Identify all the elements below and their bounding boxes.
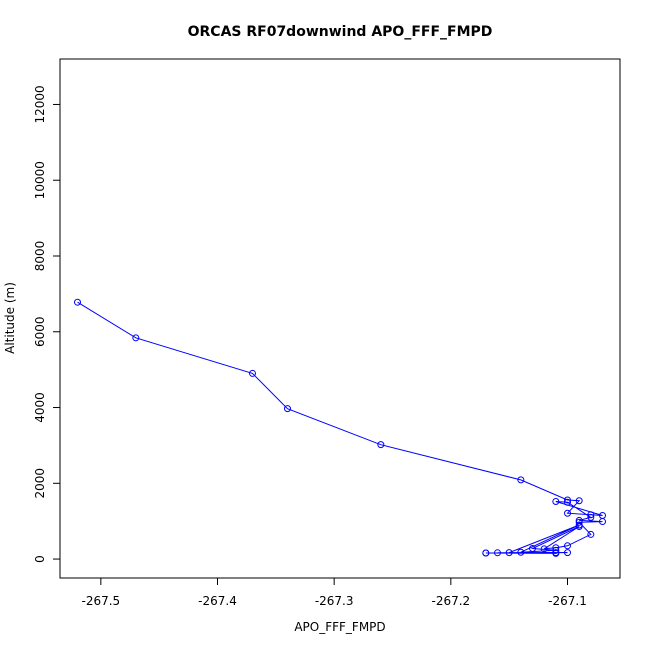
data-point — [575, 521, 583, 529]
y-axis-label: Altitude (m) — [3, 282, 17, 354]
x-tick-label: -267.2 — [431, 594, 470, 608]
y-tick-label: 8000 — [33, 241, 47, 272]
data-point — [552, 497, 560, 505]
data-point — [564, 542, 571, 550]
data-point — [575, 518, 583, 526]
data-point — [599, 518, 606, 526]
data-point — [587, 511, 595, 519]
data-point — [482, 549, 490, 557]
data-point — [517, 476, 525, 484]
data-point — [552, 549, 560, 557]
y-tick-label: 2000 — [33, 468, 47, 499]
data-point — [377, 441, 385, 449]
data-point — [575, 497, 583, 505]
data-point — [494, 549, 501, 557]
x-tick-label: -267.5 — [81, 594, 120, 608]
data-series — [74, 298, 606, 557]
data-point — [529, 544, 536, 552]
x-tick-label: -267.3 — [315, 594, 354, 608]
data-point — [284, 405, 291, 413]
data-point — [74, 298, 81, 306]
x-axis-label: APO_FFF_FMPD — [294, 620, 385, 634]
y-tick-label: 10000 — [33, 161, 47, 199]
y-tick-label: 4000 — [33, 392, 47, 423]
data-point — [587, 530, 595, 538]
series-line — [77, 301, 603, 554]
y-tick-label: 12000 — [33, 85, 47, 123]
y-tick-label: 0 — [33, 555, 47, 563]
y-axis: 0 2000 4000 6000 8000 10000 12000 — [33, 85, 60, 563]
data-point — [587, 513, 595, 521]
y-tick-label: 6000 — [33, 316, 47, 347]
data-point — [564, 496, 571, 504]
data-point — [540, 545, 548, 553]
data-point — [564, 498, 571, 506]
data-point — [564, 549, 571, 557]
x-tick-label: -267.1 — [548, 594, 587, 608]
data-point — [505, 549, 513, 557]
plot-frame — [59, 58, 621, 579]
data-point — [132, 334, 140, 342]
data-point — [517, 548, 525, 556]
data-point — [249, 369, 256, 377]
x-tick-label: -267.4 — [198, 594, 237, 608]
data-point — [552, 546, 560, 554]
chart-title: ORCAS RF07downwind APO_FFF_FMPD — [188, 24, 493, 40]
x-axis: -267.5 -267.4 -267.3 -267.2 -267.1 — [81, 578, 587, 608]
data-point — [564, 509, 571, 517]
